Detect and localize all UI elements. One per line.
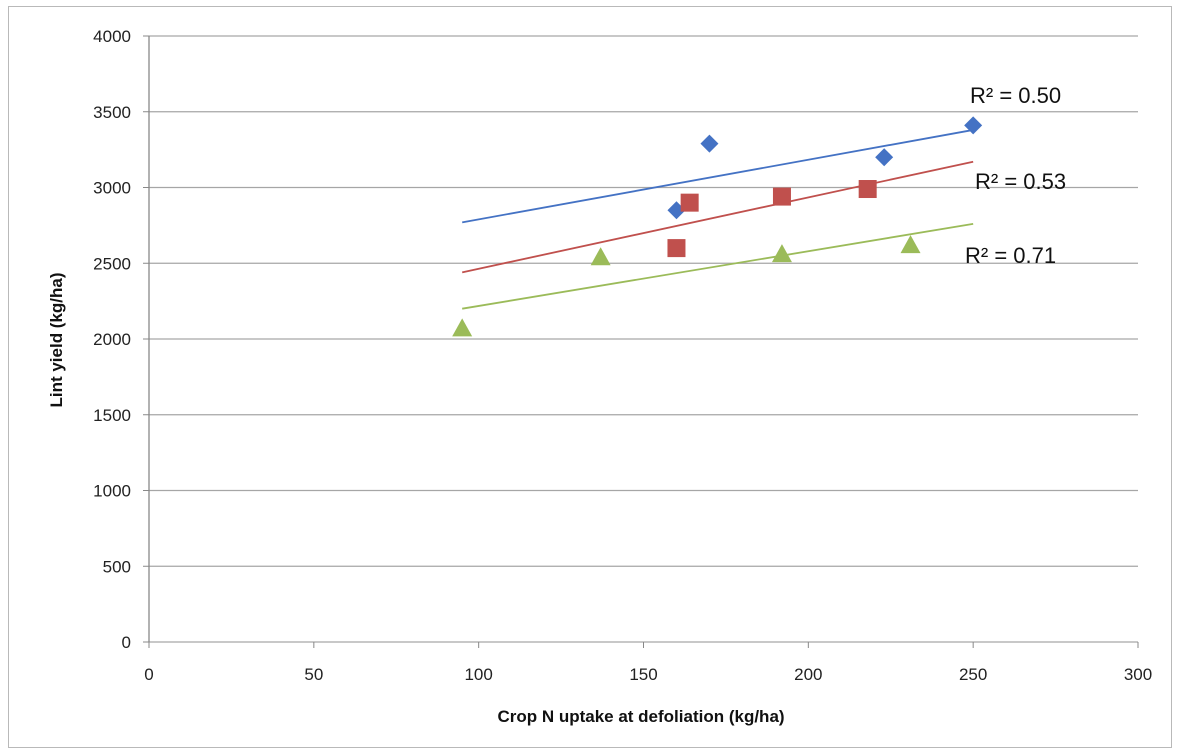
x-tick-label: 200 [794, 665, 822, 684]
triangle-marker [452, 318, 473, 337]
y-axis-title: Lint yield (kg/ha) [47, 272, 66, 407]
x-axis-ticks: 0 50 100 150 200 250 300 [144, 665, 1152, 684]
r-squared-label: R² = 0.50 [970, 83, 1061, 108]
y-tick-label: 3000 [93, 179, 131, 198]
diamond-marker [875, 148, 894, 167]
x-tick-label: 150 [629, 665, 657, 684]
y-tick-label: 1500 [93, 406, 131, 425]
x-tick-label: 50 [304, 665, 323, 684]
diamond-marker [700, 134, 719, 153]
trendlines [461, 129, 974, 310]
gridlines [143, 35, 1139, 648]
r-squared-labels: R² = 0.50 R² = 0.53 R² = 0.71 [965, 83, 1066, 268]
x-tick-label: 250 [959, 665, 987, 684]
y-axis-ticks: 0 500 1000 1500 2000 2500 3000 3500 4000 [93, 27, 131, 652]
square-marker [667, 239, 686, 258]
x-tick-label: 0 [144, 665, 153, 684]
y-tick-label: 2500 [93, 254, 131, 273]
square-marker [772, 187, 791, 206]
diamond-marker [964, 116, 983, 135]
square-marker [858, 180, 877, 199]
triangle-marker [771, 244, 792, 263]
trendline-triangle [462, 222, 974, 310]
y-tick-label: 1000 [93, 482, 131, 501]
r-squared-label: R² = 0.71 [965, 243, 1056, 268]
y-tick-label: 2000 [93, 330, 131, 349]
triangle-marker [590, 247, 611, 266]
triangle-marker [900, 235, 921, 254]
chart-frame [8, 6, 1172, 748]
trendline-diamond [462, 129, 974, 224]
data-points [452, 116, 983, 337]
y-tick-label: 500 [103, 557, 131, 576]
y-tick-label: 0 [122, 633, 131, 652]
y-tick-label: 4000 [93, 27, 131, 46]
y-tick-label: 3500 [93, 103, 131, 122]
r-squared-label: R² = 0.53 [975, 169, 1066, 194]
square-marker [680, 193, 699, 212]
x-tick-label: 300 [1124, 665, 1152, 684]
trendline-square [461, 160, 974, 274]
x-tick-label: 100 [464, 665, 492, 684]
x-axis-title: Crop N uptake at defoliation (kg/ha) [497, 707, 784, 726]
